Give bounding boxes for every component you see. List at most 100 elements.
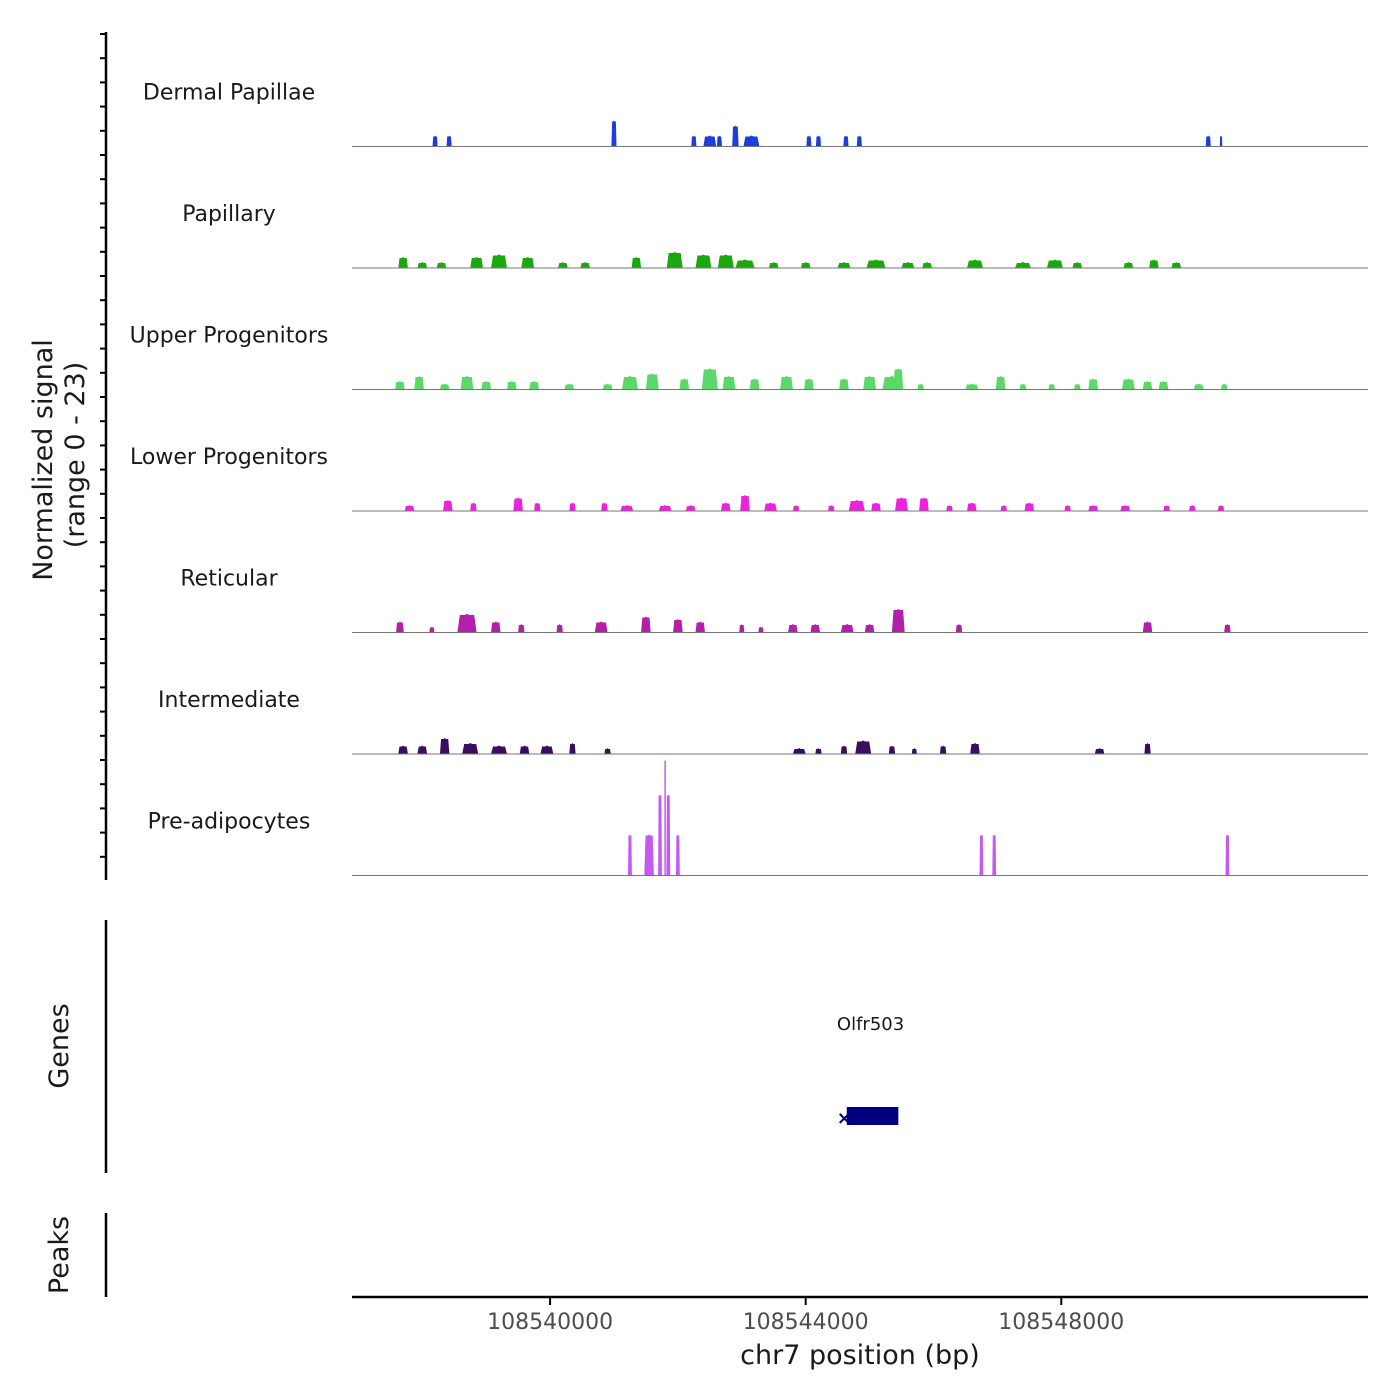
signal-peak bbox=[1046, 259, 1063, 268]
signal-peak bbox=[1149, 259, 1159, 268]
signal-peak bbox=[1163, 505, 1170, 511]
signal-peak bbox=[1219, 135, 1223, 147]
signal-peak bbox=[965, 383, 979, 390]
y-axis-title-line-1: Normalized signal bbox=[28, 339, 59, 581]
track-label: Upper Progenitors bbox=[130, 324, 329, 349]
signal-peak bbox=[658, 794, 662, 876]
signal-peak bbox=[946, 505, 953, 511]
signal-peak bbox=[722, 376, 736, 390]
track-label: Papillary bbox=[182, 202, 276, 227]
signal-peak bbox=[764, 502, 777, 511]
signal-peak bbox=[1142, 621, 1153, 633]
signal-peak bbox=[685, 505, 696, 511]
track-label: Pre-adipocytes bbox=[148, 810, 311, 835]
signal-peak bbox=[580, 262, 590, 268]
signal-peak bbox=[717, 254, 734, 268]
signal-peak bbox=[891, 609, 905, 633]
signal-peak bbox=[604, 748, 611, 754]
signal-peak bbox=[481, 381, 491, 390]
signal-peak bbox=[519, 745, 530, 754]
signal-peak bbox=[721, 502, 731, 511]
peaks-track-title: Peaks bbox=[44, 1216, 75, 1294]
signal-peak bbox=[1088, 378, 1098, 390]
signal-peak bbox=[658, 505, 672, 511]
track-label: Reticular bbox=[180, 567, 278, 592]
signal-peak bbox=[417, 262, 428, 268]
signal-peak bbox=[457, 614, 477, 633]
signal-peak bbox=[901, 262, 915, 268]
signal-peak bbox=[470, 257, 483, 268]
signal-peak bbox=[564, 383, 575, 390]
track-label: Intermediate bbox=[158, 688, 300, 713]
signal-peak bbox=[749, 378, 760, 390]
strand-arrow-icon: × bbox=[837, 1108, 852, 1129]
signal-peak bbox=[839, 378, 849, 390]
signal-peak bbox=[919, 497, 929, 511]
signal-peak bbox=[439, 383, 450, 390]
signal-peak bbox=[995, 376, 1006, 390]
signal-peak bbox=[443, 500, 453, 511]
signal-peak bbox=[716, 135, 722, 147]
signal-peak bbox=[701, 368, 718, 390]
signal-peak bbox=[601, 502, 608, 511]
signal-peak bbox=[806, 135, 812, 147]
signal-peak bbox=[758, 626, 764, 633]
signal-peak bbox=[398, 745, 408, 754]
signal-peak bbox=[815, 135, 821, 147]
signal-peak bbox=[695, 621, 705, 633]
signal-peak bbox=[856, 135, 862, 147]
signal-peak bbox=[620, 505, 634, 511]
signal-peak bbox=[970, 743, 980, 754]
signal-peak bbox=[404, 505, 415, 511]
signal-peak bbox=[743, 135, 760, 147]
signal-peak bbox=[1224, 624, 1231, 633]
signal-peak bbox=[840, 624, 854, 633]
signal-peak bbox=[556, 624, 563, 633]
signal-peak bbox=[622, 376, 638, 390]
signal-peak bbox=[529, 381, 539, 390]
signal-peak bbox=[1193, 383, 1204, 390]
signal-peak bbox=[788, 624, 798, 633]
signal-peak bbox=[1225, 834, 1230, 876]
signal-peak bbox=[979, 834, 984, 876]
signal-peak bbox=[1000, 505, 1007, 511]
signal-peak bbox=[676, 834, 680, 876]
signal-peak bbox=[792, 748, 806, 754]
signal-peak bbox=[735, 259, 755, 268]
signal-peak bbox=[810, 624, 821, 633]
signal-peak bbox=[1088, 505, 1098, 511]
signal-peak bbox=[804, 378, 814, 390]
signal-peak bbox=[939, 745, 947, 754]
signal-peak bbox=[628, 834, 632, 876]
track-label: Lower Progenitors bbox=[130, 445, 328, 470]
signal-peak bbox=[732, 125, 739, 147]
signal-peak bbox=[740, 495, 750, 511]
signal-peak bbox=[491, 254, 507, 268]
signal-peak bbox=[1205, 135, 1211, 147]
signal-peak bbox=[666, 794, 671, 876]
signal-peak bbox=[432, 135, 438, 147]
signal-peak bbox=[679, 378, 690, 390]
signal-peak bbox=[848, 500, 865, 511]
genes-track-title: Genes bbox=[44, 1003, 75, 1088]
signal-peak bbox=[800, 262, 811, 268]
signal-peak bbox=[631, 257, 642, 268]
signal-peak bbox=[1024, 502, 1035, 511]
signal-peak bbox=[673, 619, 683, 633]
signal-peak bbox=[569, 502, 576, 511]
signal-peak bbox=[513, 497, 523, 511]
signal-peak bbox=[460, 376, 474, 390]
signal-peak bbox=[768, 262, 779, 268]
signal-peak bbox=[871, 502, 881, 511]
signal-peak bbox=[739, 624, 745, 633]
signal-peak bbox=[594, 621, 608, 633]
signal-peak bbox=[507, 381, 517, 390]
x-axis-title: chr7 position (bp) bbox=[740, 1340, 980, 1371]
y-axis-title-line-2: (range 0 - 23) bbox=[60, 362, 91, 549]
signal-peak bbox=[967, 502, 977, 511]
signal-peak bbox=[1142, 381, 1153, 390]
signal-peak bbox=[695, 254, 712, 268]
signal-peak bbox=[1048, 383, 1055, 390]
signal-peak bbox=[955, 624, 963, 633]
x-tick-label: 108544000 bbox=[743, 1310, 869, 1335]
